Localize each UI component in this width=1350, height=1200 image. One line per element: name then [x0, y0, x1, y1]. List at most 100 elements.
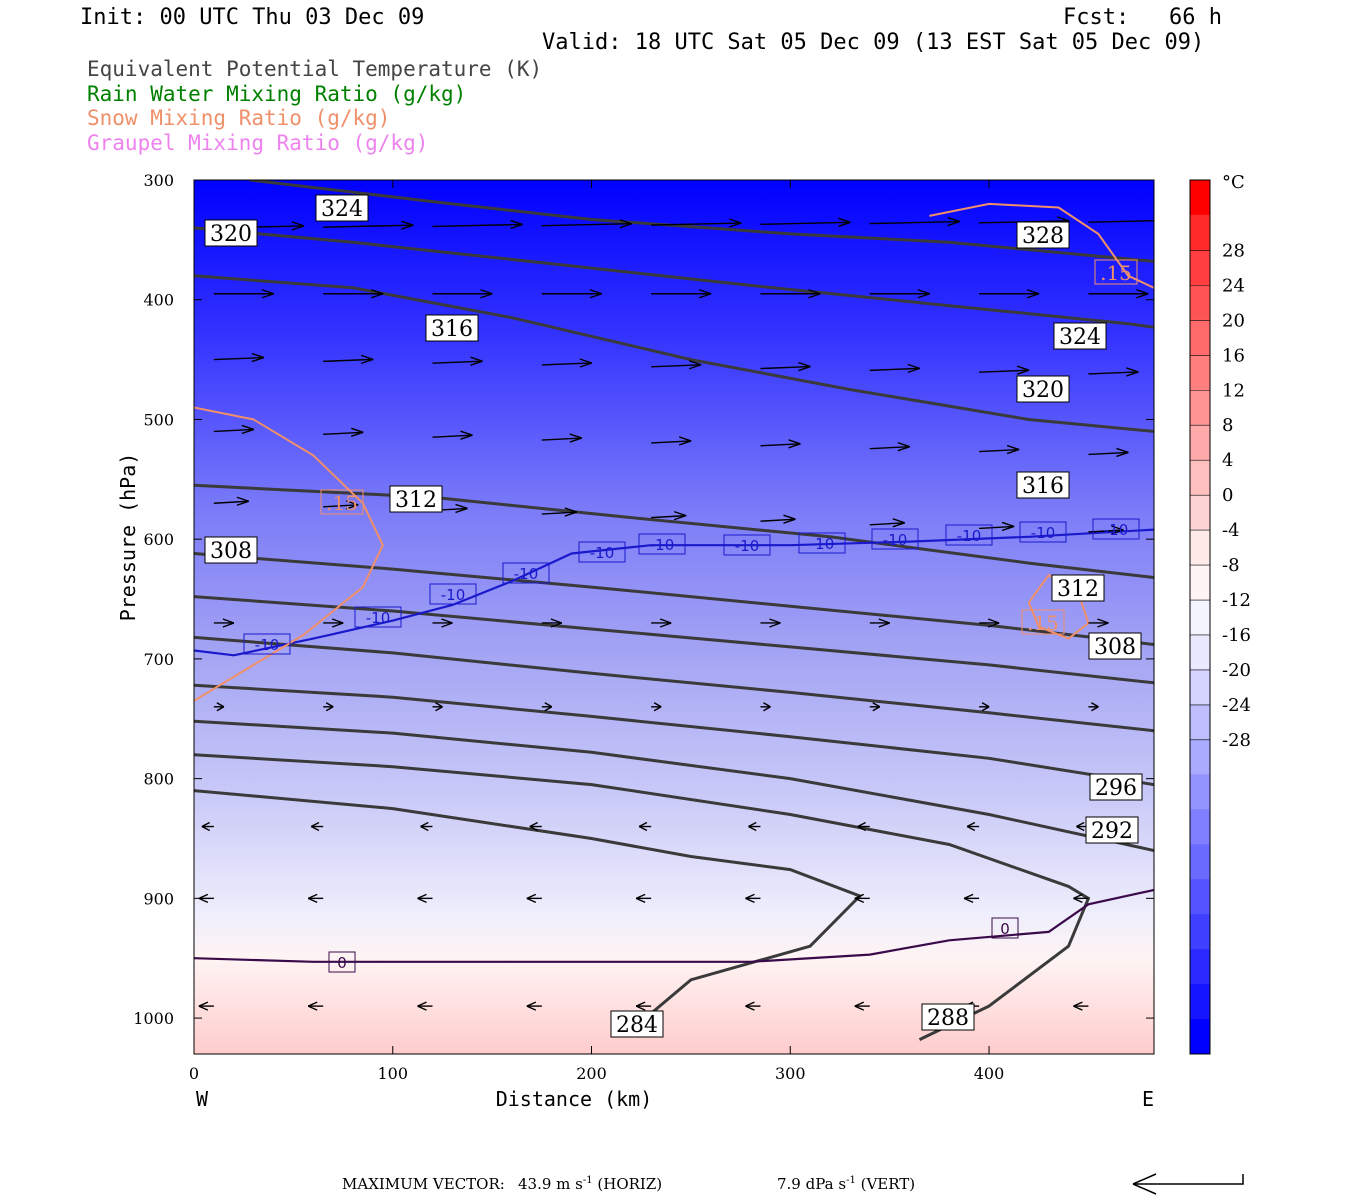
- wind-vector-head: [579, 358, 593, 368]
- theta-e-label: 308: [210, 539, 252, 564]
- colorbar-tick-label: 28: [1222, 240, 1245, 261]
- legend-rain: Rain Water Mixing Ratio (g/kg): [87, 82, 467, 106]
- colorbar-level: [1190, 564, 1210, 601]
- wind-vector: [323, 431, 364, 435]
- wind-vector-head: [872, 702, 881, 712]
- snow-contour-2: [1027, 573, 1090, 640]
- theta-e-label-box: [315, 194, 369, 222]
- wind-vector-head: [331, 618, 344, 628]
- x-tick-label: 400: [974, 1064, 1005, 1083]
- colorbar-level: [1190, 284, 1210, 321]
- theta-e-label-box: [921, 1003, 975, 1031]
- theta-e-contour-320: [194, 226, 1154, 329]
- wind-vector-head: [251, 352, 265, 363]
- x-tick-label: 0: [189, 1064, 199, 1083]
- theta-e-contour-324: [249, 180, 1154, 263]
- y-tick-label: 400: [143, 291, 174, 310]
- colorbar-tick-label: 12: [1222, 380, 1245, 401]
- wind-vector-head: [480, 289, 493, 299]
- colorbar-level: [1190, 214, 1210, 251]
- wind-vector-head: [981, 702, 990, 712]
- colorbar-tick-label: -4: [1222, 520, 1240, 541]
- wind-vector-head: [763, 702, 771, 712]
- wind-vector-head: [635, 893, 646, 903]
- wind-vector-head: [638, 821, 648, 832]
- wind-vector: [651, 364, 702, 368]
- wind-vector-head: [307, 893, 318, 903]
- wind-vector-head: [569, 433, 583, 443]
- colorbar-tick-label: 20: [1222, 310, 1245, 331]
- colorbar-level: [1190, 389, 1210, 426]
- y-tick-label: 1000: [133, 1009, 174, 1028]
- colorbar-level: [1190, 914, 1210, 950]
- theta-e-contour-296: [194, 683, 1154, 787]
- temperature-label: -10: [810, 535, 835, 553]
- temperature-label-box: [429, 583, 477, 605]
- wind-vector: [541, 437, 582, 441]
- wind-vector-head: [1076, 821, 1085, 832]
- wind-vector: [432, 360, 483, 364]
- wind-vector: [432, 223, 523, 228]
- theta-e-contour-300: [194, 635, 1154, 733]
- colorbar-level: [1190, 354, 1210, 391]
- colorbar-level: [1190, 949, 1210, 985]
- temperature-label-box: [991, 917, 1019, 939]
- wind-vector-head: [529, 821, 538, 832]
- colorbar-tick-label: -12: [1222, 590, 1251, 611]
- theta-e-label: 328: [1022, 224, 1064, 249]
- colorbar-level: [1190, 844, 1210, 880]
- colorbar-level: [1190, 809, 1210, 845]
- theta-e-label: 312: [1057, 577, 1099, 602]
- wind-vector-head: [544, 702, 553, 712]
- wind-vector-head: [470, 356, 483, 366]
- wind-vector-head: [526, 1001, 537, 1011]
- temperature-label: -10: [1104, 521, 1129, 539]
- temperature-label: 0: [1000, 920, 1010, 938]
- wind-vector: [979, 448, 1020, 453]
- colorbar-level: [1190, 494, 1210, 531]
- theta-e-label-box: [1053, 322, 1107, 350]
- wind-vector: [1088, 451, 1129, 456]
- theta-e-label: 320: [210, 222, 252, 247]
- wind-vector-head: [261, 289, 275, 299]
- wind-vector-head: [783, 514, 796, 524]
- wind-vector-head: [907, 363, 920, 374]
- theta-e-label-box: [204, 219, 258, 247]
- temperature-label: -10: [255, 636, 280, 654]
- theta-e-label: 324: [1059, 325, 1101, 350]
- wind-vector-head: [589, 289, 603, 299]
- theta-e-label-box: [1089, 773, 1143, 801]
- temperature-label-box: [328, 951, 356, 973]
- wind-vector-head: [854, 1001, 865, 1011]
- temperature-label: -10: [650, 536, 675, 554]
- theta-e-contour-284: [194, 789, 863, 1032]
- colorbar-level: [1190, 424, 1210, 461]
- temperature-label: -10: [514, 565, 539, 583]
- wind-vector: [323, 504, 359, 508]
- wind-vector-head: [400, 220, 414, 230]
- temperature-label-box: [578, 541, 626, 563]
- colorbar-tick-label: 16: [1222, 345, 1245, 366]
- wind-vector-head: [1016, 365, 1030, 375]
- wind-vector: [432, 434, 473, 438]
- theta-e-label-box: [610, 1010, 664, 1038]
- wind-vector: [760, 518, 796, 522]
- temperature-label: -10: [366, 609, 391, 627]
- wind-vector-head: [678, 436, 692, 446]
- wind-vector: [760, 443, 801, 447]
- temperature-label: -10: [957, 527, 982, 545]
- temperature-label-box: [798, 532, 846, 554]
- colorbar-level: [1190, 459, 1210, 496]
- y-tick-label: 900: [143, 889, 174, 908]
- wind-vector-head: [748, 821, 757, 832]
- temperature-label-box: [723, 534, 771, 556]
- wind-vector: [541, 511, 577, 515]
- wind-vector: [651, 440, 692, 444]
- theta-e-label: 292: [1091, 819, 1133, 844]
- wind-vector: [869, 367, 920, 372]
- wind-vector-head: [745, 893, 755, 903]
- temperature-label: -10: [441, 586, 466, 604]
- colorbar-tick-label: -20: [1222, 660, 1251, 681]
- wind-vector-head: [798, 361, 811, 372]
